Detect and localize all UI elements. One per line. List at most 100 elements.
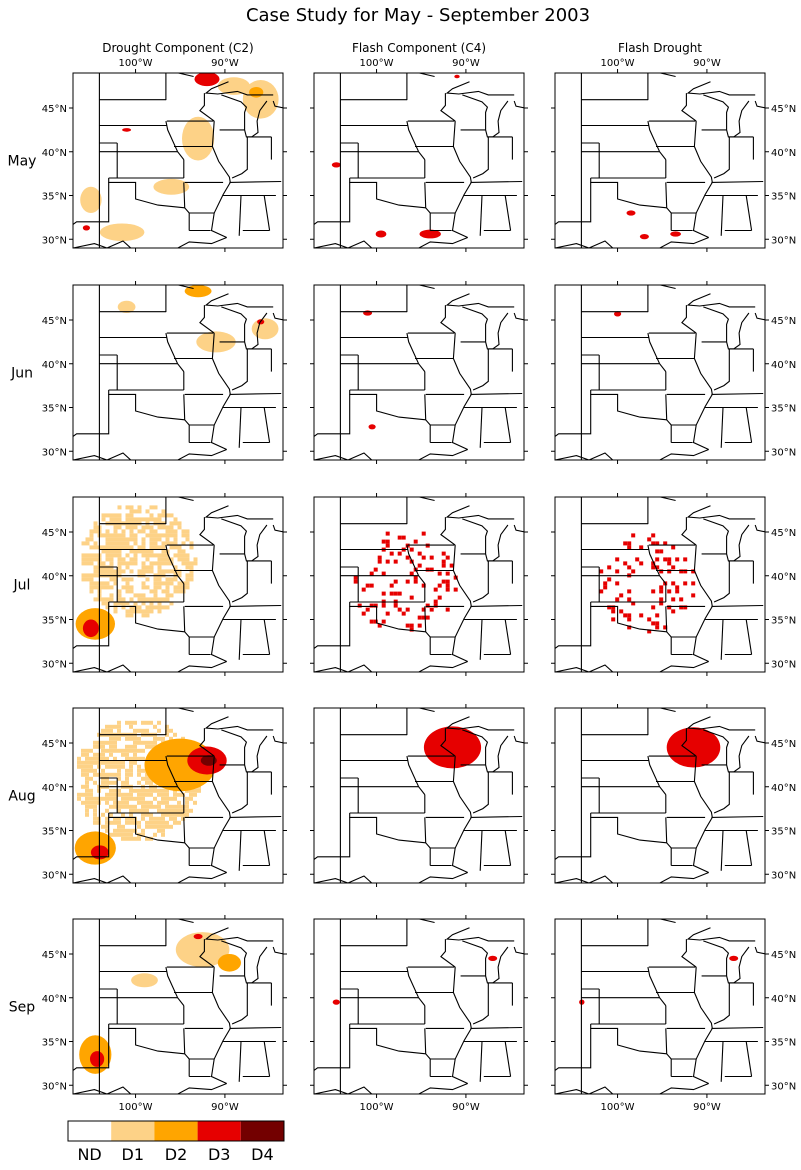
state-boundaries: [73, 497, 283, 672]
cell-D3: [377, 623, 382, 628]
state-line: [745, 1041, 753, 1077]
cell-D1: [165, 529, 170, 534]
cell-D1: [105, 569, 110, 574]
state-line: [314, 182, 351, 225]
state-line: [221, 518, 268, 562]
y-tick-label: 30°N: [771, 235, 796, 246]
cell-D3: [667, 589, 672, 594]
cell-D3: [623, 561, 628, 566]
cell-D1: [105, 513, 110, 518]
cell-D1: [177, 573, 182, 578]
cell-D1: [101, 756, 105, 761]
cell-D1: [129, 509, 134, 514]
cell-D1: [149, 744, 153, 749]
cell-D1: [181, 804, 185, 809]
cell-D1: [165, 537, 170, 542]
cell-D3: [599, 589, 604, 594]
cell-D1: [129, 836, 133, 841]
cell-D3: [651, 589, 656, 594]
region-D3: [82, 225, 90, 231]
cell-D3: [385, 531, 390, 536]
cell-D3: [397, 535, 402, 540]
region-D3: [194, 73, 220, 87]
state-line: [349, 602, 426, 633]
cell-D1: [157, 728, 161, 733]
cell-D1: [129, 768, 133, 773]
legend-frame: [67, 1120, 285, 1142]
state-line: [659, 997, 667, 1006]
state-line: [183, 182, 190, 231]
state-line: [160, 919, 194, 924]
cell-D1: [81, 561, 86, 566]
cell-D3: [627, 589, 632, 594]
cell-D1: [145, 565, 150, 570]
cell-D1: [193, 792, 197, 797]
state-line: [314, 452, 373, 460]
state-line: [440, 305, 456, 334]
cell-D1: [129, 756, 133, 761]
cell-D1: [89, 804, 93, 809]
region-D1: [175, 932, 230, 968]
cell-D1: [133, 740, 137, 745]
cell-D1: [161, 561, 166, 566]
cell-D1: [145, 812, 149, 817]
cell-D1: [113, 541, 118, 546]
cell-D1: [129, 828, 133, 833]
panel-frame: [554, 707, 766, 884]
y-tick-label: 40°N: [771, 783, 796, 794]
state-line: [658, 236, 709, 248]
cell-D1: [185, 565, 190, 570]
state-line: [165, 755, 179, 787]
cell-D1: [101, 533, 106, 538]
cell-D3: [373, 567, 378, 572]
cell-D1: [93, 545, 98, 550]
cell-D1: [113, 828, 117, 833]
cell-D1: [113, 820, 117, 825]
cell-D3: [627, 617, 632, 622]
cell-D1: [157, 824, 161, 829]
cell-D1: [141, 776, 145, 781]
state-line: [754, 946, 765, 955]
state-line: [555, 240, 614, 248]
cell-D1: [141, 768, 145, 773]
cell-D1: [129, 585, 134, 590]
cell-D1: [133, 804, 137, 809]
cell-D1: [117, 593, 122, 598]
cell-D1: [109, 597, 114, 602]
state-line: [555, 452, 614, 460]
y-tick-label: 35°N: [42, 404, 67, 415]
state-line: [176, 448, 227, 460]
cell-D1: [129, 549, 134, 554]
cell-D3: [623, 541, 628, 546]
cell-D1: [125, 537, 130, 542]
region-D3: [331, 162, 341, 168]
x-tick-label: 100°W: [601, 1102, 635, 1113]
state-line: [555, 606, 592, 649]
cell-D1: [137, 529, 142, 534]
cell-D1: [161, 513, 166, 518]
region-D3: [614, 311, 622, 317]
cell-D1: [189, 541, 194, 546]
region-D1: [182, 116, 215, 161]
cell-D1: [173, 517, 178, 522]
state-line: [406, 332, 420, 364]
y-tick-label: 45°N: [771, 950, 796, 961]
cell-D1: [89, 792, 93, 797]
cell-D1: [169, 577, 174, 582]
map-panel: 100°W 90°W: [310, 58, 528, 252]
cell-D1: [117, 788, 121, 793]
cell-D3: [381, 539, 386, 544]
state-line: [445, 716, 515, 731]
cell-D1: [117, 525, 122, 530]
cell-D3: [647, 629, 652, 634]
state-line: [204, 81, 274, 96]
cell-D1: [125, 752, 129, 757]
map-panel: 30°N 35°N 40°N 45°N: [551, 493, 796, 676]
state-line: [445, 293, 515, 308]
cell-D1: [129, 764, 133, 769]
cell-D1: [177, 581, 182, 586]
cell-D1: [101, 581, 106, 586]
cell-D1: [129, 832, 133, 837]
cell-D3: [417, 563, 422, 568]
cell-D1: [125, 832, 129, 837]
